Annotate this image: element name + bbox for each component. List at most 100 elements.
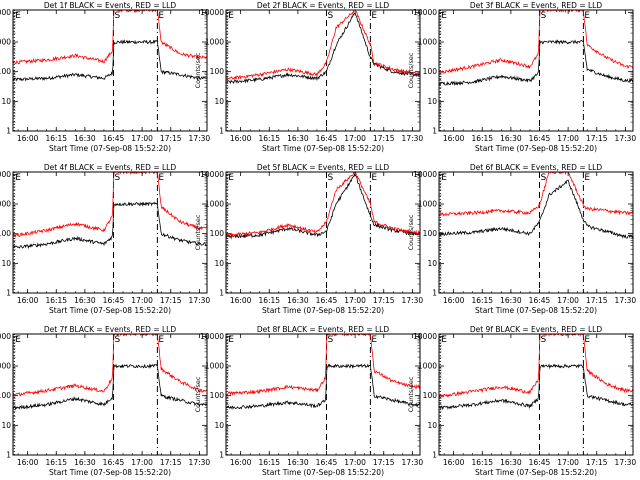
- x-tick-label: 17:30: [189, 134, 211, 143]
- lightcurve-series-lld: [439, 172, 633, 217]
- y-tick-label: 10000: [200, 8, 224, 17]
- panel-title: Det 2f BLACK = Events, RED = LLD: [257, 1, 390, 10]
- time-marker-label: E: [158, 173, 164, 183]
- plot-frame: [12, 171, 208, 294]
- lightcurve-series-events: [13, 38, 207, 82]
- y-tick-label: 1000: [418, 38, 437, 47]
- y-tick-label: 10000: [200, 170, 224, 179]
- x-tick-label: 17:30: [615, 458, 637, 467]
- x-tick-label: 17:00: [557, 134, 579, 143]
- lightcurve-series-lld: [226, 334, 420, 396]
- x-tick-label: 17:30: [615, 134, 637, 143]
- time-marker-label: S: [114, 335, 120, 345]
- y-tick-label: 100: [423, 67, 438, 76]
- detector-panel: Det 8f BLACK = Events, RED = LLD Counts/s…: [194, 325, 423, 477]
- time-marker-label: S: [540, 173, 546, 183]
- time-marker-label: E: [15, 173, 21, 183]
- y-tick-label: 1: [6, 127, 11, 136]
- x-tick-label: 16:30: [500, 296, 522, 305]
- x-tick-label: 16:45: [103, 458, 125, 467]
- detector-panel: Det 3f BLACK = Events, RED = LLD Counts/s…: [407, 1, 636, 153]
- time-marker-label: S: [327, 335, 333, 345]
- y-tick-label: 100: [210, 391, 225, 400]
- x-tick-label: 16:30: [74, 458, 96, 467]
- time-marker-label: E: [371, 335, 377, 345]
- x-tick-label: 17:00: [344, 296, 366, 305]
- y-tick-label: 1000: [418, 200, 437, 209]
- time-marker-label: E: [228, 173, 234, 183]
- y-tick-label: 10000: [0, 8, 11, 17]
- plot-area: [226, 334, 420, 455]
- time-marker-label: E: [371, 173, 377, 183]
- y-tick-label: 10: [427, 259, 437, 268]
- x-axis-label: Start Time (07-Sep-08 15:52:20): [262, 468, 384, 477]
- lightcurve-series-lld: [226, 10, 420, 81]
- x-tick-label: 17:30: [189, 458, 211, 467]
- time-marker-label: S: [114, 173, 120, 183]
- panel-title: Det 1f BLACK = Events, RED = LLD: [44, 1, 177, 10]
- plot-frame: [12, 9, 208, 132]
- y-tick-label: 10000: [413, 332, 437, 341]
- y-tick-label: 1000: [0, 200, 11, 209]
- time-marker-label: E: [158, 335, 164, 345]
- y-tick-label: 100: [0, 391, 11, 400]
- y-tick-label: 10: [214, 97, 224, 106]
- y-tick-label: 1: [219, 451, 224, 460]
- y-tick-label: 100: [210, 67, 225, 76]
- y-axis-label: Counts/sec: [407, 214, 415, 250]
- x-tick-label: 16:45: [103, 134, 125, 143]
- x-tick-label: 16:45: [316, 134, 338, 143]
- plot-area: [13, 334, 207, 455]
- y-tick-label: 10000: [200, 332, 224, 341]
- time-marker-label: S: [327, 11, 333, 21]
- x-axis-label: Start Time (07-Sep-08 15:52:20): [262, 144, 384, 153]
- time-marker-label: S: [114, 11, 120, 21]
- detector-panel: Det 6f BLACK = Events, RED = LLD Counts/s…: [407, 163, 636, 315]
- y-tick-label: 1: [432, 289, 437, 298]
- detector-panel: Det 5f BLACK = Events, RED = LLD Counts/s…: [194, 163, 423, 315]
- y-tick-label: 1: [219, 289, 224, 298]
- plot-area: [226, 172, 420, 293]
- y-tick-label: 10000: [413, 170, 437, 179]
- x-tick-label: 16:15: [258, 458, 280, 467]
- x-tick-label: 16:45: [529, 458, 551, 467]
- lightcurve-series-events: [13, 363, 207, 411]
- x-tick-label: 17:30: [189, 296, 211, 305]
- x-axis-label: Start Time (07-Sep-08 15:52:20): [262, 306, 384, 315]
- y-tick-label: 10: [427, 421, 437, 430]
- detector-panel: Det 7f BLACK = Events, RED = LLD Counts/s…: [0, 325, 210, 477]
- x-tick-label: 16:45: [316, 458, 338, 467]
- x-tick-label: 17:15: [373, 296, 395, 305]
- y-tick-label: 1000: [0, 38, 11, 47]
- plot-frame: [438, 333, 634, 456]
- detector-panel: Det 2f BLACK = Events, RED = LLD Counts/s…: [194, 1, 423, 153]
- x-tick-label: 16:30: [287, 458, 309, 467]
- x-tick-label: 16:30: [287, 296, 309, 305]
- time-marker-label: E: [441, 335, 447, 345]
- plot-area: [13, 172, 207, 293]
- x-tick-label: 17:15: [160, 458, 182, 467]
- lightcurve-series-events: [439, 179, 633, 239]
- lightcurve-series-lld: [226, 172, 420, 238]
- x-tick-label: 16:15: [258, 134, 280, 143]
- y-tick-label: 1: [432, 451, 437, 460]
- y-tick-label: 10000: [0, 170, 11, 179]
- x-tick-label: 16:30: [500, 458, 522, 467]
- lightcurve-series-lld: [13, 334, 207, 397]
- y-tick-label: 10000: [0, 332, 11, 341]
- detector-panel: Det 4f BLACK = Events, RED = LLD Counts/s…: [0, 163, 210, 315]
- x-tick-label: 17:15: [586, 458, 608, 467]
- y-axis-label: Counts/sec: [407, 376, 415, 412]
- x-tick-label: 16:00: [17, 134, 39, 143]
- lightcurve-series-lld: [439, 10, 633, 74]
- x-tick-label: 16:15: [471, 458, 493, 467]
- lightcurve-series-events: [226, 12, 420, 85]
- panel-title: Det 9f BLACK = Events, RED = LLD: [470, 325, 603, 334]
- time-marker-label: E: [228, 335, 234, 345]
- x-axis-label: Start Time (07-Sep-08 15:52:20): [475, 468, 597, 477]
- lightcurve-series-events: [439, 363, 633, 411]
- x-axis-label: Start Time (07-Sep-08 15:52:20): [49, 306, 171, 315]
- lightcurve-series-lld: [13, 172, 207, 238]
- plot-area: [226, 10, 420, 131]
- x-axis-label: Start Time (07-Sep-08 15:52:20): [49, 144, 171, 153]
